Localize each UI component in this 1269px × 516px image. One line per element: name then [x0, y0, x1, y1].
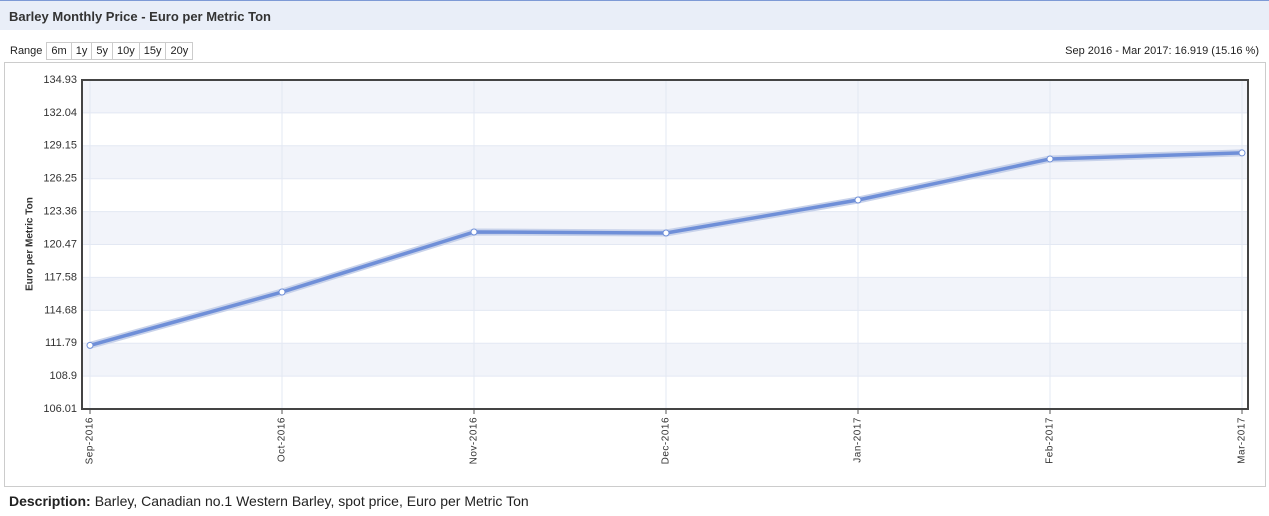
y-tick-label: 108.9 [49, 370, 77, 382]
range-button[interactable]: 6m [46, 42, 72, 60]
range-bar: Range 6m 1y 5y 10y 15y 20y [10, 41, 194, 61]
x-tick-label: Jan-2017 [853, 417, 864, 463]
x-tick-label: Nov-2016 [469, 417, 480, 464]
x-tick-label: Oct-2016 [277, 417, 288, 462]
y-tick-label: 106.01 [43, 403, 77, 415]
y-tick-label: 114.68 [44, 304, 77, 316]
range-button[interactable]: 20y [165, 42, 194, 60]
point [86, 341, 94, 349]
point [1238, 149, 1246, 157]
description-text: Barley, Canadian no.1 Western Barley, sp… [94, 493, 529, 509]
point [662, 229, 670, 237]
y-tick-label: 132.04 [43, 107, 77, 119]
range-button[interactable]: 15y [138, 42, 167, 60]
y-axis-label: Euro per Metric Ton [25, 197, 36, 291]
band [82, 211, 1248, 245]
x-tick-label: Mar-2017 [1237, 417, 1248, 464]
header: Barley Monthly Price - Euro per Metric T… [0, 0, 1269, 30]
y-tick-label: 123.36 [43, 206, 77, 218]
description-label: Description: [9, 493, 91, 509]
range-label: Range [10, 45, 43, 57]
point [1046, 155, 1054, 163]
point [854, 196, 862, 204]
plot-frame [81, 79, 1249, 410]
point [278, 288, 286, 296]
band [82, 80, 1248, 113]
chart-frame [4, 62, 1266, 487]
y-tick-label: 117.58 [44, 271, 77, 283]
x-tick-label: Feb-2017 [1045, 417, 1056, 464]
point [470, 228, 478, 236]
y-tick-label: 134.93 [43, 74, 77, 86]
y-tick-label: 126.25 [43, 173, 77, 185]
chart: Euro per Metric Ton 106.01 108.9 111.79 114… [4, 62, 1266, 487]
summary: Sep 2016 - Mar 2017: 16.919 (15.16 %) [1065, 45, 1259, 57]
band [82, 343, 1248, 377]
y-tick-label: 111.79 [45, 337, 77, 349]
y-tick-label: 129.15 [43, 140, 77, 152]
description: Description: Barley, Canadian no.1 Wester… [9, 493, 529, 509]
title: Barley Monthly Price - Euro per Metric T… [9, 9, 271, 24]
x-tick-label: Sep-2016 [85, 417, 96, 464]
x-tick-label: Dec-2016 [661, 417, 672, 464]
band [82, 145, 1248, 179]
y-tick-label: 120.47 [43, 238, 77, 250]
band [82, 277, 1248, 311]
